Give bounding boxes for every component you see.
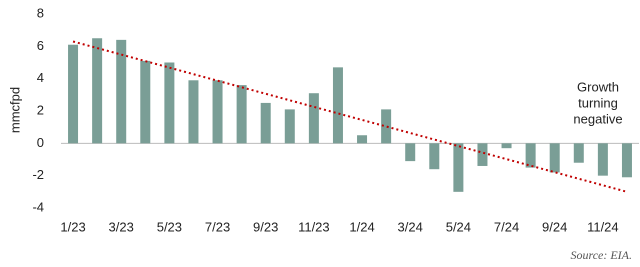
bar: [308, 93, 319, 144]
x-tick-label: 3/23: [109, 219, 134, 234]
x-tick-label: 7/24: [494, 219, 519, 234]
bar: [525, 143, 536, 168]
bar: [140, 60, 151, 144]
x-tick-label: 1/24: [349, 219, 374, 234]
y-tick-label: 2: [37, 102, 44, 117]
bar: [260, 102, 271, 144]
bar: [236, 85, 247, 144]
annotation: negative: [573, 111, 622, 126]
bar: [357, 135, 368, 144]
bar: [453, 143, 464, 192]
y-tick-label: 4: [37, 70, 44, 85]
x-tick-label: 5/24: [446, 219, 471, 234]
bar: [429, 143, 440, 170]
bar: [164, 62, 175, 144]
annotation: Growth: [577, 79, 619, 94]
bar: [573, 143, 584, 163]
bar: [621, 143, 632, 178]
x-tick-label: 5/23: [157, 219, 182, 234]
y-tick-label: -4: [32, 199, 44, 214]
x-tick-label: 11/24: [587, 219, 619, 234]
y-tick-label: 6: [37, 38, 44, 53]
x-tick-label: 9/24: [542, 219, 567, 234]
y-axis-label: mmcfpd: [7, 87, 22, 133]
bar: [212, 80, 223, 144]
bar: [549, 143, 560, 173]
x-tick-label: 7/23: [205, 219, 230, 234]
bar: [68, 44, 79, 144]
bar: [381, 109, 392, 144]
bar: [92, 38, 103, 144]
bar: [597, 143, 608, 176]
x-tick-label: 3/24: [398, 219, 423, 234]
y-tick-label: 0: [37, 135, 44, 150]
bar: [477, 143, 488, 166]
source-note: Source: EIA.: [570, 248, 632, 262]
bar: [116, 39, 127, 144]
x-tick-label: 11/23: [298, 219, 330, 234]
bar: [332, 67, 343, 144]
bar: [188, 80, 199, 144]
annotation: turning: [578, 95, 618, 110]
bar: [405, 143, 416, 162]
bar: [501, 143, 512, 149]
trend-line: [72, 40, 628, 193]
bar: [284, 109, 295, 144]
y-tick-label: 8: [37, 5, 44, 20]
y-tick-label: -2: [32, 167, 44, 182]
x-tick-label: 1/23: [60, 219, 85, 234]
x-tick-label: 9/23: [253, 219, 278, 234]
